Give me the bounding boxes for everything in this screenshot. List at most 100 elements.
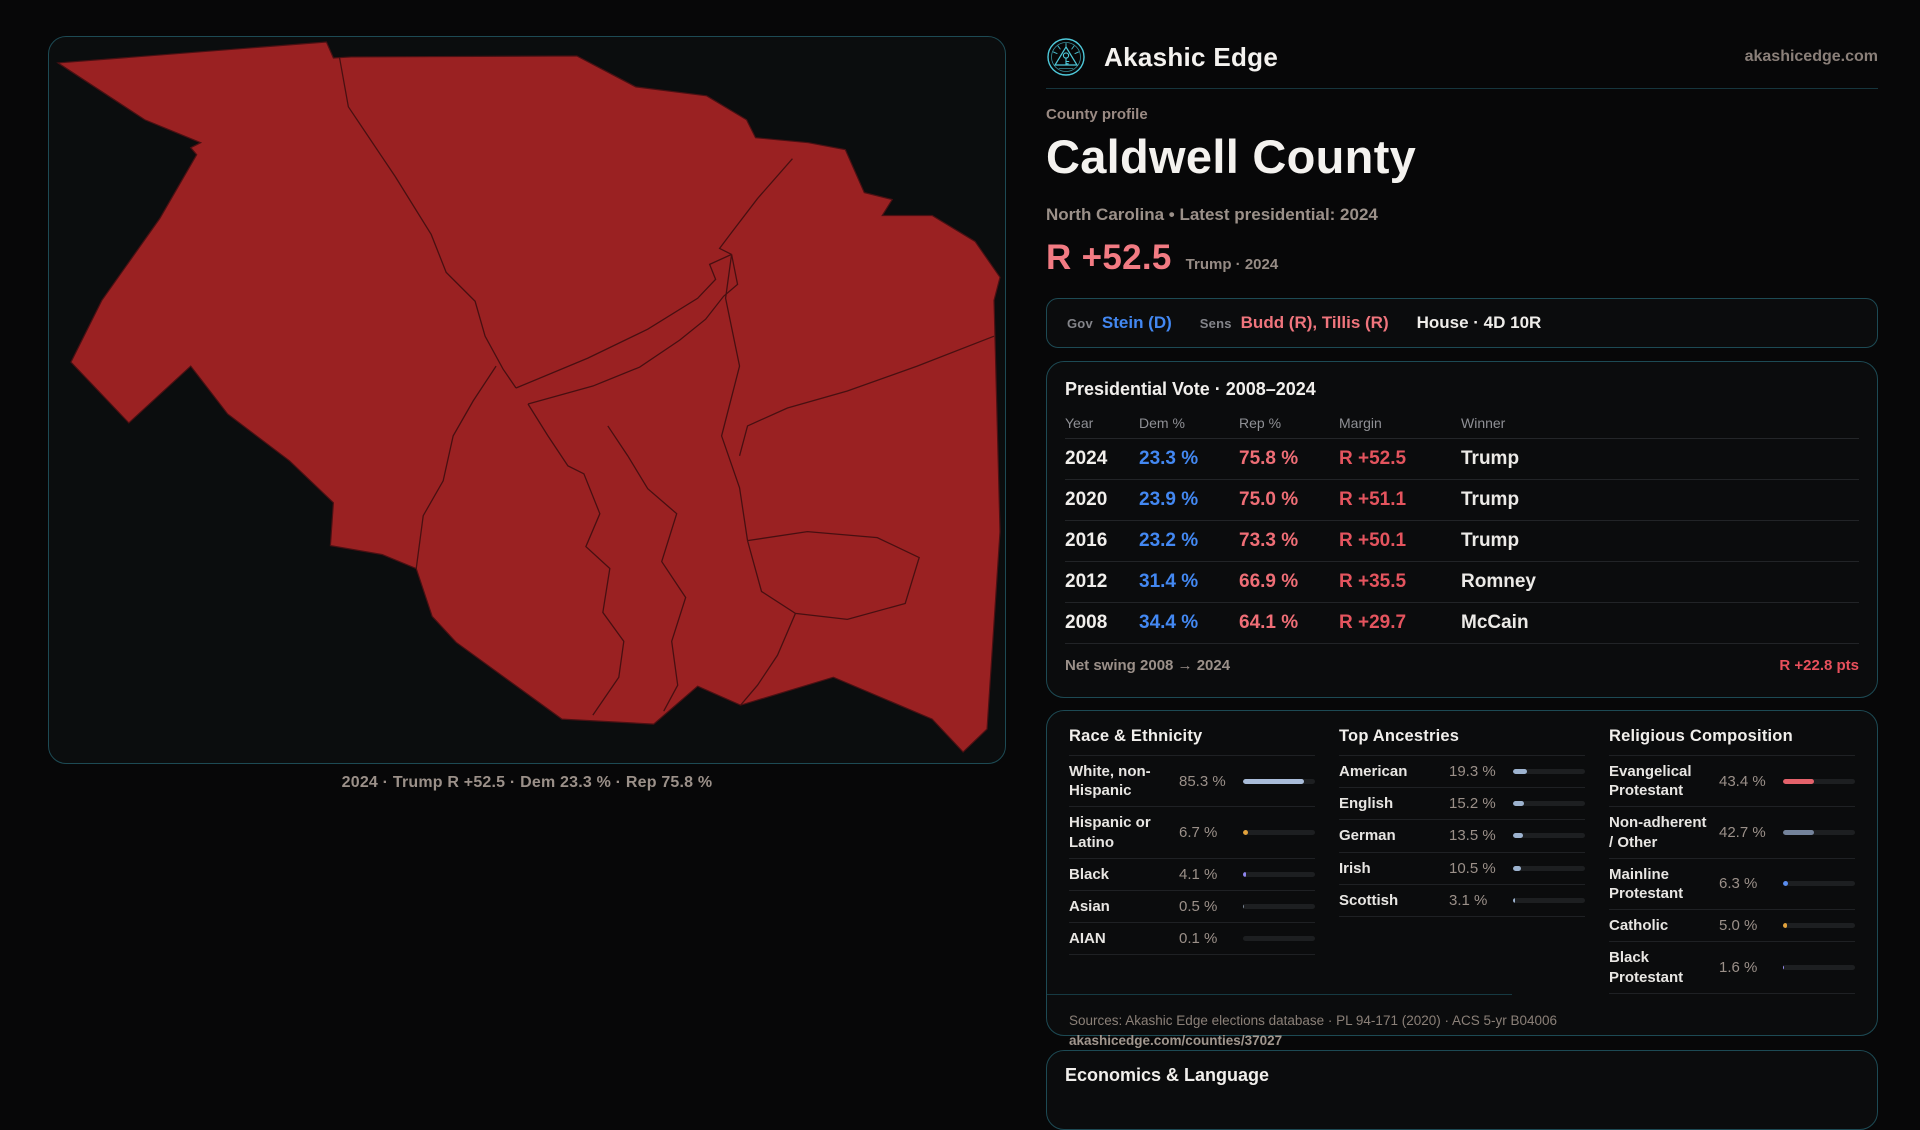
county-map[interactable]: [49, 37, 1005, 763]
cell-margin: R +29.7: [1339, 612, 1407, 633]
cell-winner: Trump: [1461, 448, 1520, 469]
list-item: Irish 10.5 %: [1339, 851, 1585, 884]
list-item: Black Protestant 1.6 %: [1609, 941, 1855, 992]
stat-bar: [1243, 871, 1315, 877]
stat-bar: [1513, 865, 1585, 871]
stat-bar: [1783, 923, 1855, 929]
stat-label: Asian: [1069, 897, 1110, 915]
stat-value: 1.6 %: [1719, 959, 1758, 976]
cell-rep: 64.1 %: [1239, 612, 1299, 633]
section-end-divider: [1609, 992, 1855, 995]
stat-value: 0.5 %: [1179, 898, 1218, 916]
county-shape: [56, 41, 1001, 753]
stat-value: 42.7 %: [1719, 824, 1766, 842]
eyebrow-label: County profile: [1046, 106, 1148, 123]
map-caption: 2024 · Trump R +52.5 · Dem 23.3 % · Rep …: [341, 774, 713, 791]
list-item: English 15.2 %: [1339, 787, 1585, 819]
stat-value: 19.3 %: [1449, 763, 1496, 781]
stat-label: German: [1339, 827, 1396, 845]
religion-section-title: Religious Composition: [1609, 727, 1793, 745]
stat-value: 85.3 %: [1179, 772, 1226, 790]
sources-divider: [1047, 994, 1512, 995]
cell-dem: 34.4 %: [1139, 612, 1199, 633]
list-item: Catholic 5.0 %: [1609, 909, 1855, 941]
list-item: Asian 0.5 %: [1069, 889, 1315, 922]
cell-margin: R +35.5: [1339, 571, 1407, 592]
cell-winner: McCain: [1461, 612, 1529, 633]
cell-rep: 73.3 %: [1239, 530, 1299, 551]
cell-winner: Trump: [1461, 530, 1520, 551]
stat-bar: [1783, 965, 1855, 970]
stat-value: 6.3 %: [1719, 875, 1758, 893]
cell-dem: 23.2 %: [1139, 530, 1199, 551]
governor-label: Gov: [1067, 315, 1093, 331]
stat-bar: [1513, 897, 1585, 903]
stat-value: 3.1 %: [1449, 891, 1488, 909]
stat-label: Catholic: [1609, 917, 1669, 935]
stat-label: Black: [1069, 865, 1110, 883]
net-swing-row: Net swing 2008 → 2024 R +22.8 pts: [1065, 644, 1859, 686]
cell-margin: R +51.1: [1339, 489, 1407, 510]
stat-label: Scottish: [1339, 891, 1399, 909]
house-delegation-value: House · 4D 10R: [1416, 313, 1542, 332]
stat-label: English: [1339, 795, 1394, 813]
stat-value: 0.1 %: [1179, 930, 1218, 948]
latest-margin-value: R +52.5: [1046, 238, 1172, 277]
list-item: AIAN 0.1 %: [1069, 922, 1315, 954]
stat-label: Irish: [1339, 859, 1371, 877]
app-header: Akashic Edge akashicedge.com: [1046, 28, 1878, 86]
page-title: Caldwell County: [1046, 130, 1417, 183]
table-row: 2016 23.2 % 73.3 % R +50.1 Trump: [1065, 521, 1859, 562]
stat-bar: [1513, 801, 1585, 807]
cell-year: 2012: [1065, 571, 1108, 592]
list-item: Scottish 3.1 %: [1339, 883, 1585, 916]
table-row: 2024 23.3 % 75.8 % R +52.5 Trump: [1065, 439, 1859, 480]
section-end-divider: [1339, 915, 1585, 918]
officials-bar: Gov Stein (D) Sens Budd (R), Tillis (R) …: [1046, 298, 1878, 348]
col-rep: Rep %: [1239, 415, 1282, 431]
county-map-panel: [48, 36, 1006, 764]
race-section-title: Race & Ethnicity: [1069, 727, 1203, 745]
stat-label: Hispanic or Latino: [1069, 814, 1151, 851]
col-winner: Winner: [1461, 415, 1506, 431]
senators-label: Sens: [1199, 315, 1232, 331]
cell-rep: 75.0 %: [1239, 489, 1299, 510]
stat-bar: [1513, 833, 1585, 839]
stat-label: Non-adherent / Other: [1609, 814, 1707, 851]
sources-url-link[interactable]: akashicedge.com/counties/37027: [1069, 1033, 1283, 1048]
stat-bar: [1243, 830, 1315, 836]
stat-value: 43.4 %: [1719, 772, 1766, 790]
stat-label: Mainline Protestant: [1609, 865, 1684, 902]
net-swing-label: Net swing 2008 → 2024: [1065, 656, 1231, 674]
table-row: 2020 23.9 % 75.0 % R +51.1 Trump: [1065, 480, 1859, 521]
stat-label: Evangelical Protestant: [1609, 763, 1692, 800]
stat-value: 5.0 %: [1719, 917, 1758, 935]
stat-value: 4.1 %: [1179, 865, 1218, 883]
presidential-vote-panel: Presidential Vote · 2008–2024 Year Dem %…: [1046, 361, 1878, 698]
stat-bar: [1513, 769, 1585, 775]
religion-section: Religious Composition Evangelical Protes…: [1609, 727, 1855, 995]
net-swing-value: R +22.8 pts: [1779, 656, 1859, 674]
latest-margin-context: Trump · 2024: [1185, 256, 1279, 273]
app-title: Akashic Edge: [1104, 41, 1279, 72]
cell-margin: R +50.1: [1339, 530, 1407, 551]
economics-language-panel: Economics & Language: [1046, 1050, 1878, 1130]
header-divider: [1046, 88, 1878, 89]
akashic-edge-logo-icon: [1047, 38, 1085, 76]
cell-rep: 75.8 %: [1239, 448, 1299, 469]
table-row: 2012 31.4 % 66.9 % R +35.5 Romney: [1065, 562, 1859, 603]
col-year: Year: [1065, 415, 1094, 431]
cell-winner: Trump: [1461, 489, 1520, 510]
list-item: American 19.3 %: [1339, 755, 1585, 787]
vote-table-title: Presidential Vote · 2008–2024: [1065, 379, 1316, 399]
col-margin: Margin: [1339, 415, 1382, 431]
county-subtitle: North Carolina • Latest presidential: 20…: [1046, 205, 1378, 224]
stat-value: 15.2 %: [1449, 795, 1496, 813]
precinct-boundaries: [338, 56, 995, 716]
brand-domain-link[interactable]: akashicedge.com: [1744, 48, 1878, 65]
stat-bar: [1783, 881, 1855, 887]
demographics-panel: Race & Ethnicity White, non-Hispanic 85.…: [1046, 710, 1878, 1048]
sources-text: Sources: Akashic Edge elections database…: [1069, 1013, 1558, 1028]
cell-dem: 31.4 %: [1139, 571, 1199, 592]
economics-section-title: Economics & Language: [1065, 1065, 1270, 1085]
